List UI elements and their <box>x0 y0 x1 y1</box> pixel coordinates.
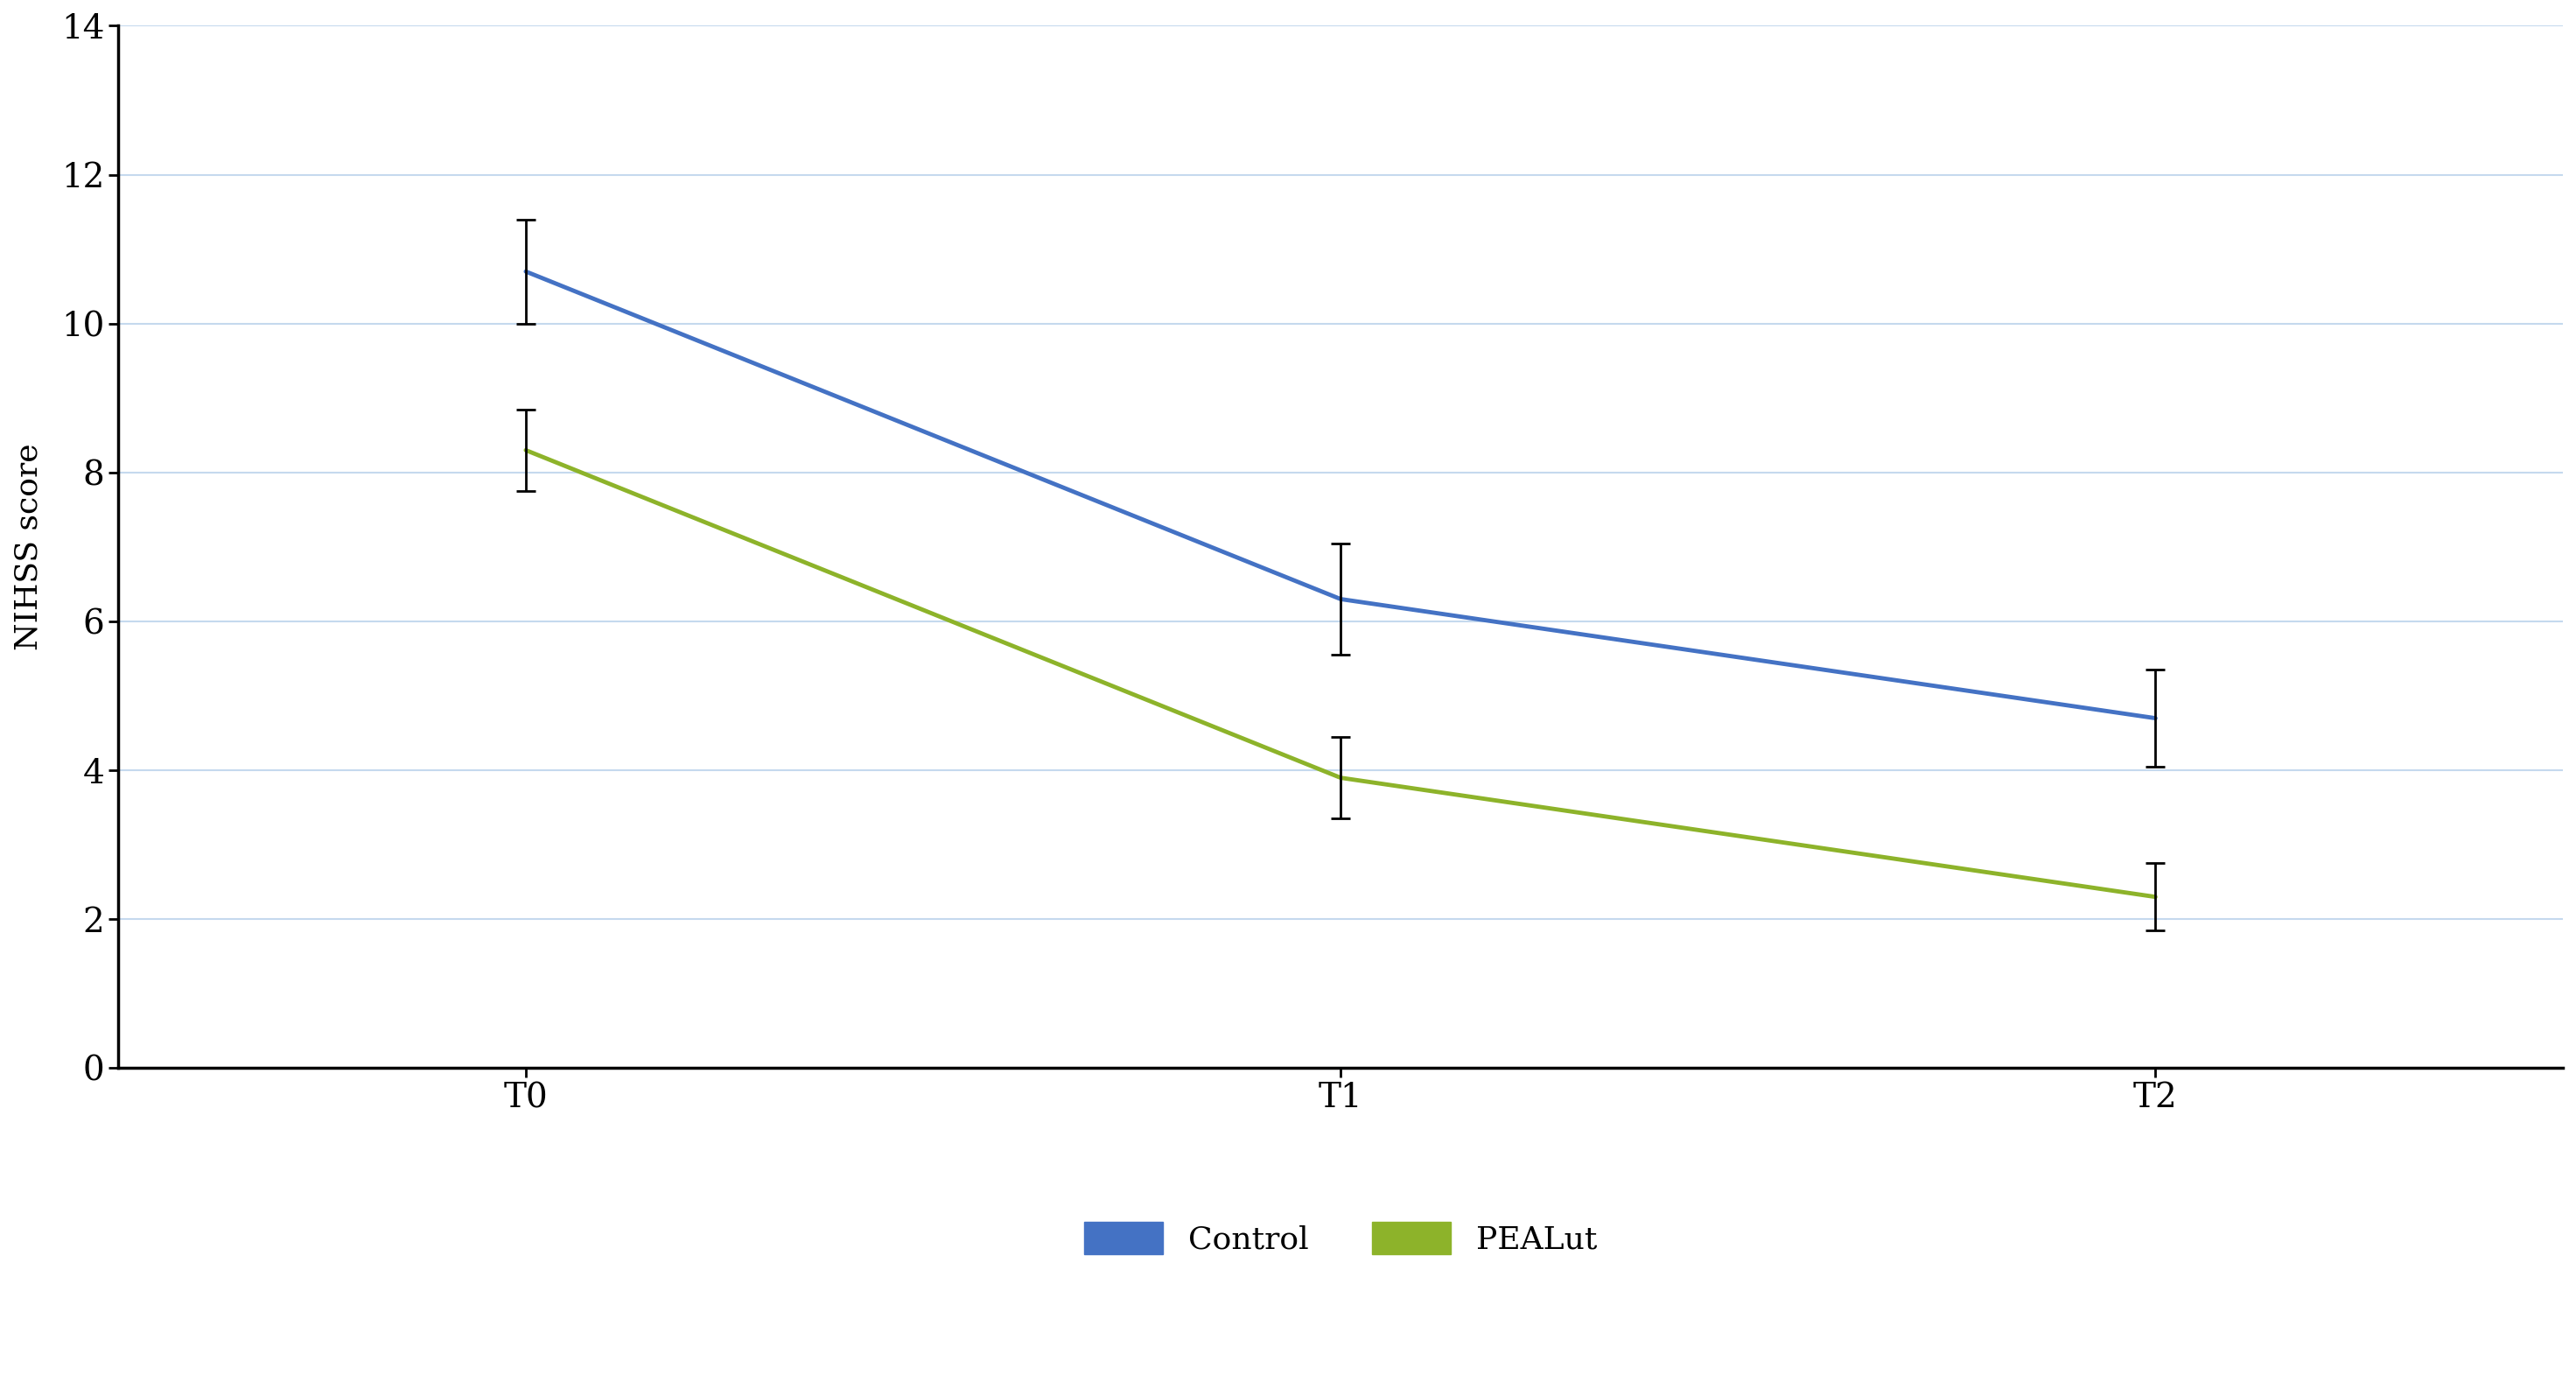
PEALut <box>1324 769 1355 786</box>
Line: Control: Control <box>526 271 2156 718</box>
PEALut <box>510 441 541 458</box>
Control <box>510 262 541 279</box>
Control <box>2141 709 2172 726</box>
PEALut <box>2141 888 2172 905</box>
Line: PEALut: PEALut <box>526 450 2156 896</box>
Legend: Control, PEALut: Control, PEALut <box>1072 1209 1610 1268</box>
Control <box>1324 591 1355 607</box>
Y-axis label: NIHSS score: NIHSS score <box>13 444 44 651</box>
